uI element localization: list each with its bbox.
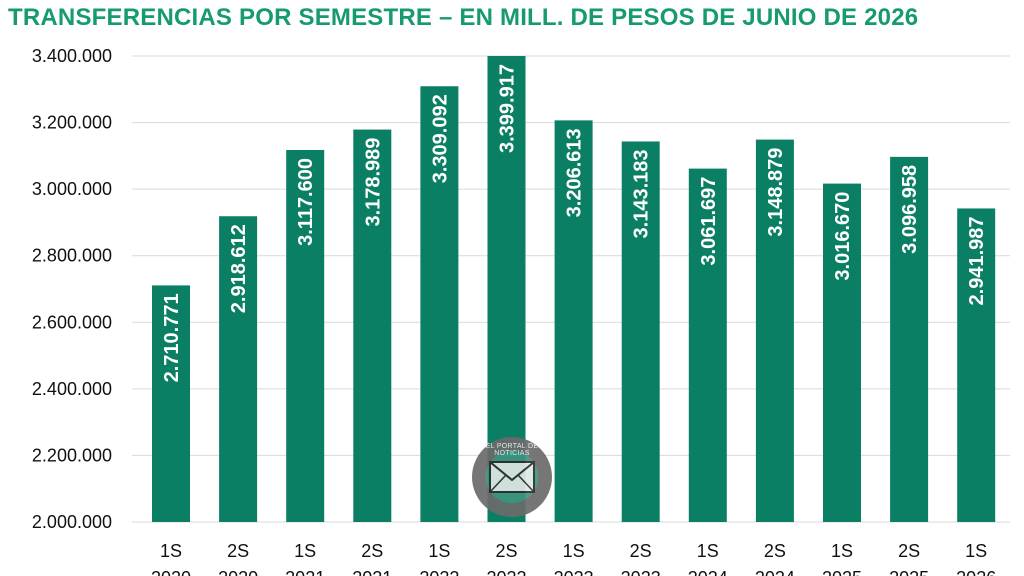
x-tick-label-year: 2025	[822, 568, 862, 576]
bar-value-label: 3.178.989	[362, 138, 384, 227]
x-tick-label-semester: 2S	[898, 541, 920, 561]
x-tick-label-semester: 1S	[563, 541, 585, 561]
bar	[353, 129, 392, 522]
bar-value-label: 3.016.670	[832, 192, 854, 281]
bar	[755, 139, 794, 523]
watermark-text: EL PORTAL DE NOTICIAS	[485, 443, 539, 457]
bar	[219, 216, 258, 522]
y-tick-label: 3.200.000	[32, 113, 112, 133]
bar-value-label: 2.918.612	[228, 224, 250, 313]
x-axis-category-labels: 1S 2020 2S 2020 1S 2021 2S 2021 1S 2022 2S 2022 1S 20…	[151, 541, 996, 576]
bar-value-label: 3.061.697	[698, 177, 720, 266]
bar	[890, 156, 929, 522]
bar	[688, 168, 727, 522]
bar-value-label: 3.096.958	[899, 165, 921, 254]
x-tick-label-semester: 1S	[428, 541, 450, 561]
chart-title: TRANSFERENCIAS POR SEMESTRE – EN MILL. D…	[8, 4, 919, 31]
bar-value-label: 3.143.183	[631, 149, 653, 238]
x-tick-label-semester: 2S	[764, 541, 786, 561]
bar-value-label: 3.148.879	[765, 148, 787, 237]
bar-value-label: 2.941.987	[966, 216, 988, 305]
x-tick-label-semester: 1S	[160, 541, 182, 561]
x-tick-label-semester: 1S	[697, 541, 719, 561]
envelope-icon	[489, 461, 535, 493]
bar-value-label: 3.206.613	[564, 128, 586, 217]
bar-value-label: 2.710.771	[161, 293, 183, 382]
x-tick-label-year: 2020	[218, 568, 258, 576]
bar	[957, 208, 996, 523]
y-tick-label: 2.800.000	[32, 246, 112, 266]
bar	[621, 141, 660, 522]
y-tick-label: 3.400.000	[32, 46, 112, 66]
bar	[152, 285, 190, 522]
x-tick-label-year: 2022	[419, 568, 459, 576]
x-tick-label-year: 2024	[688, 568, 728, 576]
bar	[286, 149, 325, 523]
watermark-logo: EL PORTAL DE NOTICIAS	[472, 437, 552, 517]
bar	[823, 183, 861, 523]
x-tick-label-year: 2021	[285, 568, 325, 576]
x-tick-label-year: 2024	[755, 568, 795, 576]
x-tick-label-semester: 2S	[361, 541, 383, 561]
bar-value-label: 3.309.092	[429, 94, 451, 183]
x-tick-label-year: 2025	[889, 568, 929, 576]
x-tick-label-year: 2021	[352, 568, 392, 576]
bars: 2.710.771 2.918.612 3.117.600 3.178.989 3.30…	[152, 56, 996, 523]
y-axis-tick-labels: 2.000.000 2.200.000 2.400.000 2.600.000 2.80…	[32, 46, 112, 532]
y-tick-label: 3.000.000	[32, 179, 112, 199]
y-tick-label: 2.200.000	[32, 445, 112, 465]
bar-value-label: 3.117.600	[295, 158, 317, 246]
bar	[554, 120, 593, 523]
x-tick-label-year: 2023	[621, 568, 661, 576]
bar	[420, 86, 459, 523]
x-tick-label-semester: 2S	[495, 541, 517, 561]
x-tick-label-semester: 1S	[831, 541, 853, 561]
x-tick-label-semester: 2S	[227, 541, 249, 561]
x-tick-label-semester: 1S	[294, 541, 316, 561]
bar-value-label: 3.399.917	[497, 64, 519, 153]
y-tick-label: 2.000.000	[32, 512, 112, 532]
y-tick-label: 2.600.000	[32, 312, 112, 332]
x-tick-label-semester: 2S	[630, 541, 652, 561]
x-tick-label-year: 2020	[151, 568, 191, 576]
y-tick-label: 2.400.000	[32, 379, 112, 399]
x-tick-label-year: 2023	[554, 568, 594, 576]
x-tick-label-year: 2026	[956, 568, 996, 576]
x-tick-label-semester: 1S	[965, 541, 987, 561]
x-tick-label-year: 2022	[486, 568, 526, 576]
